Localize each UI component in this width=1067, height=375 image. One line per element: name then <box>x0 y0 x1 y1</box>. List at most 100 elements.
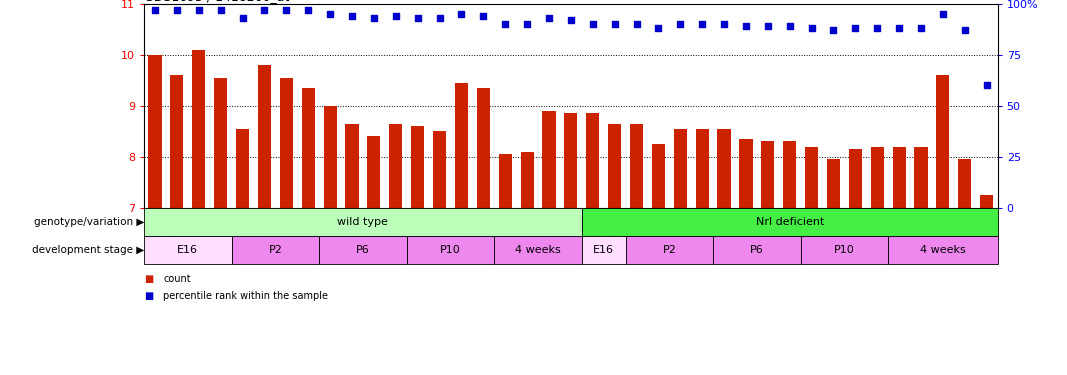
Bar <box>871 147 883 208</box>
Bar <box>232 236 319 264</box>
Bar <box>477 88 490 208</box>
Bar <box>827 159 840 208</box>
Text: 4 weeks: 4 weeks <box>515 245 561 255</box>
Bar <box>625 236 713 264</box>
Bar <box>346 124 359 208</box>
Text: Nrl deficient: Nrl deficient <box>755 217 824 227</box>
Text: P6: P6 <box>750 245 764 255</box>
Bar <box>783 141 796 208</box>
Point <box>212 7 229 13</box>
Bar <box>849 149 862 208</box>
Bar <box>144 208 582 236</box>
Bar <box>302 88 315 208</box>
Point <box>540 15 557 21</box>
Point <box>891 25 908 31</box>
Point <box>365 15 382 21</box>
Bar <box>214 78 227 208</box>
Point <box>431 15 448 21</box>
Point <box>146 7 163 13</box>
Point <box>847 25 864 31</box>
Bar <box>937 75 950 208</box>
Bar <box>144 236 232 264</box>
Text: GDS1693 / 1418260_at: GDS1693 / 1418260_at <box>144 0 289 3</box>
Bar <box>389 124 402 208</box>
Point <box>650 25 667 31</box>
Text: P2: P2 <box>269 245 283 255</box>
Bar <box>455 83 468 208</box>
Bar <box>888 236 998 264</box>
Bar <box>433 131 446 208</box>
Bar <box>893 147 906 208</box>
Bar <box>258 65 271 208</box>
Text: P6: P6 <box>356 245 370 255</box>
Point <box>978 82 996 88</box>
Point <box>300 7 317 13</box>
Bar <box>652 144 665 208</box>
Point <box>562 17 579 23</box>
Point <box>344 13 361 19</box>
Bar <box>630 124 643 208</box>
Point <box>606 21 623 27</box>
Bar <box>582 236 625 264</box>
Point <box>956 27 973 33</box>
Point <box>475 13 492 19</box>
Text: P2: P2 <box>663 245 676 255</box>
Bar <box>981 195 993 208</box>
Text: 4 weeks: 4 weeks <box>920 245 966 255</box>
Bar <box>958 159 971 208</box>
Point <box>672 21 689 27</box>
Text: percentile rank within the sample: percentile rank within the sample <box>163 291 329 301</box>
Text: ■: ■ <box>144 291 154 301</box>
Bar <box>673 129 687 208</box>
Point <box>628 21 646 27</box>
Text: E16: E16 <box>593 245 615 255</box>
Text: wild type: wild type <box>337 217 388 227</box>
Bar <box>582 208 998 236</box>
Bar <box>192 50 205 208</box>
Text: E16: E16 <box>177 245 198 255</box>
Point <box>169 7 186 13</box>
Text: P10: P10 <box>834 245 855 255</box>
Point <box>935 11 952 17</box>
Bar <box>739 139 752 208</box>
Point <box>234 15 251 21</box>
Text: genotype/variation ▶: genotype/variation ▶ <box>34 217 144 227</box>
Point <box>277 7 294 13</box>
Bar <box>171 75 184 208</box>
Text: P10: P10 <box>440 245 461 255</box>
Point <box>912 25 929 31</box>
Point <box>781 23 798 29</box>
Point <box>825 27 842 33</box>
Bar <box>280 78 292 208</box>
Point <box>452 11 469 17</box>
Bar <box>800 236 888 264</box>
Bar <box>411 126 425 208</box>
Point <box>760 23 777 29</box>
Bar <box>696 129 708 208</box>
Text: development stage ▶: development stage ▶ <box>32 245 144 255</box>
Bar <box>521 152 534 208</box>
Point <box>519 21 536 27</box>
Bar <box>236 129 249 208</box>
Point <box>190 7 207 13</box>
Text: count: count <box>163 274 191 284</box>
Bar <box>564 113 577 208</box>
Point <box>409 15 426 21</box>
Bar <box>608 124 621 208</box>
Bar <box>713 236 800 264</box>
Bar <box>717 129 731 208</box>
Bar <box>805 147 818 208</box>
Point <box>256 7 273 13</box>
Point <box>321 11 338 17</box>
Bar <box>761 141 775 208</box>
Bar <box>914 147 927 208</box>
Bar <box>542 111 556 208</box>
Bar <box>148 55 161 208</box>
Bar <box>498 154 512 208</box>
Bar <box>494 236 582 264</box>
Point <box>716 21 733 27</box>
Text: ■: ■ <box>144 274 154 284</box>
Bar <box>586 113 600 208</box>
Point <box>737 23 754 29</box>
Point <box>496 21 513 27</box>
